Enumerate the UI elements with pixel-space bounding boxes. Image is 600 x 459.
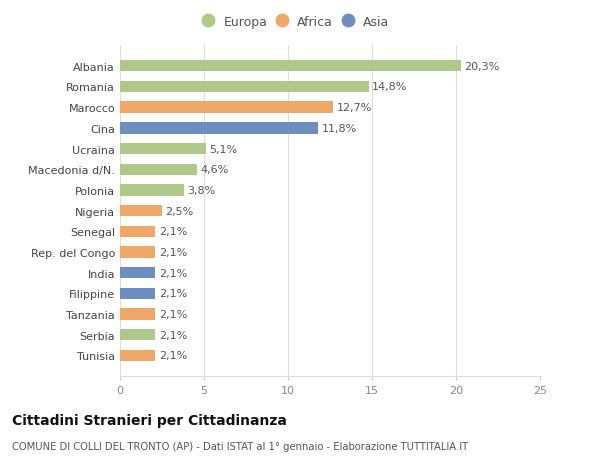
Text: 2,1%: 2,1% [158, 268, 187, 278]
Text: 5,1%: 5,1% [209, 144, 237, 154]
Text: 14,8%: 14,8% [372, 82, 407, 92]
Text: 2,5%: 2,5% [166, 206, 194, 216]
Text: 2,1%: 2,1% [158, 289, 187, 299]
Text: 2,1%: 2,1% [158, 351, 187, 361]
Bar [120, 226, 155, 237]
Bar [120, 247, 155, 258]
Text: Cittadini Stranieri per Cittadinanza: Cittadini Stranieri per Cittadinanza [12, 413, 287, 427]
Bar [120, 206, 162, 217]
Text: 4,6%: 4,6% [200, 165, 229, 175]
Text: 2,1%: 2,1% [158, 227, 187, 237]
Bar [120, 123, 318, 134]
Legend: Europa, Africa, Asia: Europa, Africa, Asia [200, 12, 393, 33]
Bar [120, 144, 206, 155]
Text: 2,1%: 2,1% [158, 247, 187, 257]
Bar [120, 61, 461, 72]
Bar [120, 164, 197, 175]
Text: 2,1%: 2,1% [158, 330, 187, 340]
Text: 12,7%: 12,7% [337, 103, 372, 113]
Bar [120, 330, 155, 341]
Text: 3,8%: 3,8% [187, 185, 215, 196]
Bar [120, 185, 184, 196]
Bar [120, 350, 155, 361]
Bar [120, 82, 368, 93]
Bar [120, 102, 334, 113]
Bar [120, 309, 155, 320]
Text: 2,1%: 2,1% [158, 309, 187, 319]
Text: COMUNE DI COLLI DEL TRONTO (AP) - Dati ISTAT al 1° gennaio - Elaborazione TUTTIT: COMUNE DI COLLI DEL TRONTO (AP) - Dati I… [12, 441, 468, 451]
Bar [120, 268, 155, 279]
Text: 20,3%: 20,3% [464, 62, 500, 72]
Text: 11,8%: 11,8% [322, 123, 357, 134]
Bar [120, 288, 155, 299]
